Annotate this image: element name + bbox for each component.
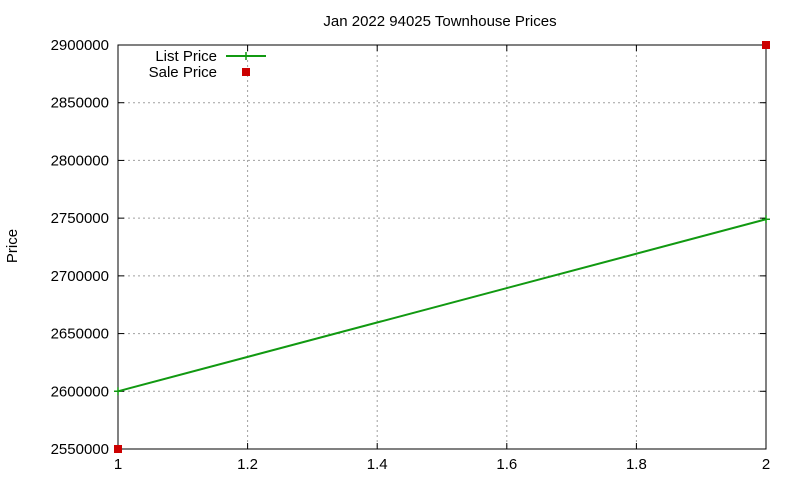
legend-point-swatch [242,68,250,76]
sale-price-point [762,41,770,49]
x-tick-label: 1 [114,456,122,473]
sale-price-point [114,445,122,453]
x-tick-label: 2 [762,456,770,473]
x-tick-label: 1.8 [626,456,647,473]
chart-title: Jan 2022 94025 Townhouse Prices [323,13,556,30]
legend-label: Sale Price [149,64,217,81]
y-axis-label: Price [4,229,21,263]
list-price-line [117,218,767,393]
plot-frame [117,44,767,450]
y-tick-label: 2550000 [51,441,109,458]
y-tick-label: 2800000 [51,152,109,169]
y-tick-label: 2750000 [51,210,109,227]
y-tick-label: 2900000 [51,37,109,54]
list-price-point [114,387,122,396]
y-tick-label: 2650000 [51,326,109,343]
legend-entry-sale-price: Sale Price [149,64,250,81]
legend-point-swatch [242,52,250,60]
x-tick-label: 1.2 [237,456,258,473]
y-tick-label: 2850000 [51,95,109,112]
axis-ticks: 1 1.2 1.4 1.6 1.8 2 2550000 2600000 2650000 27000… [51,37,771,473]
list-price-point [762,215,770,224]
grid-lines [118,45,766,449]
y-tick-label: 2600000 [51,383,109,400]
sale-price-series [114,41,770,453]
legend-label: List Price [155,48,217,65]
x-tick-label: 1.6 [496,456,517,473]
list-price-series [114,215,770,396]
x-tick-label: 1.4 [367,456,388,473]
legend-entry-list-price: List Price [155,48,266,65]
series-layer [114,41,770,453]
y-tick-label: 2700000 [51,268,109,285]
